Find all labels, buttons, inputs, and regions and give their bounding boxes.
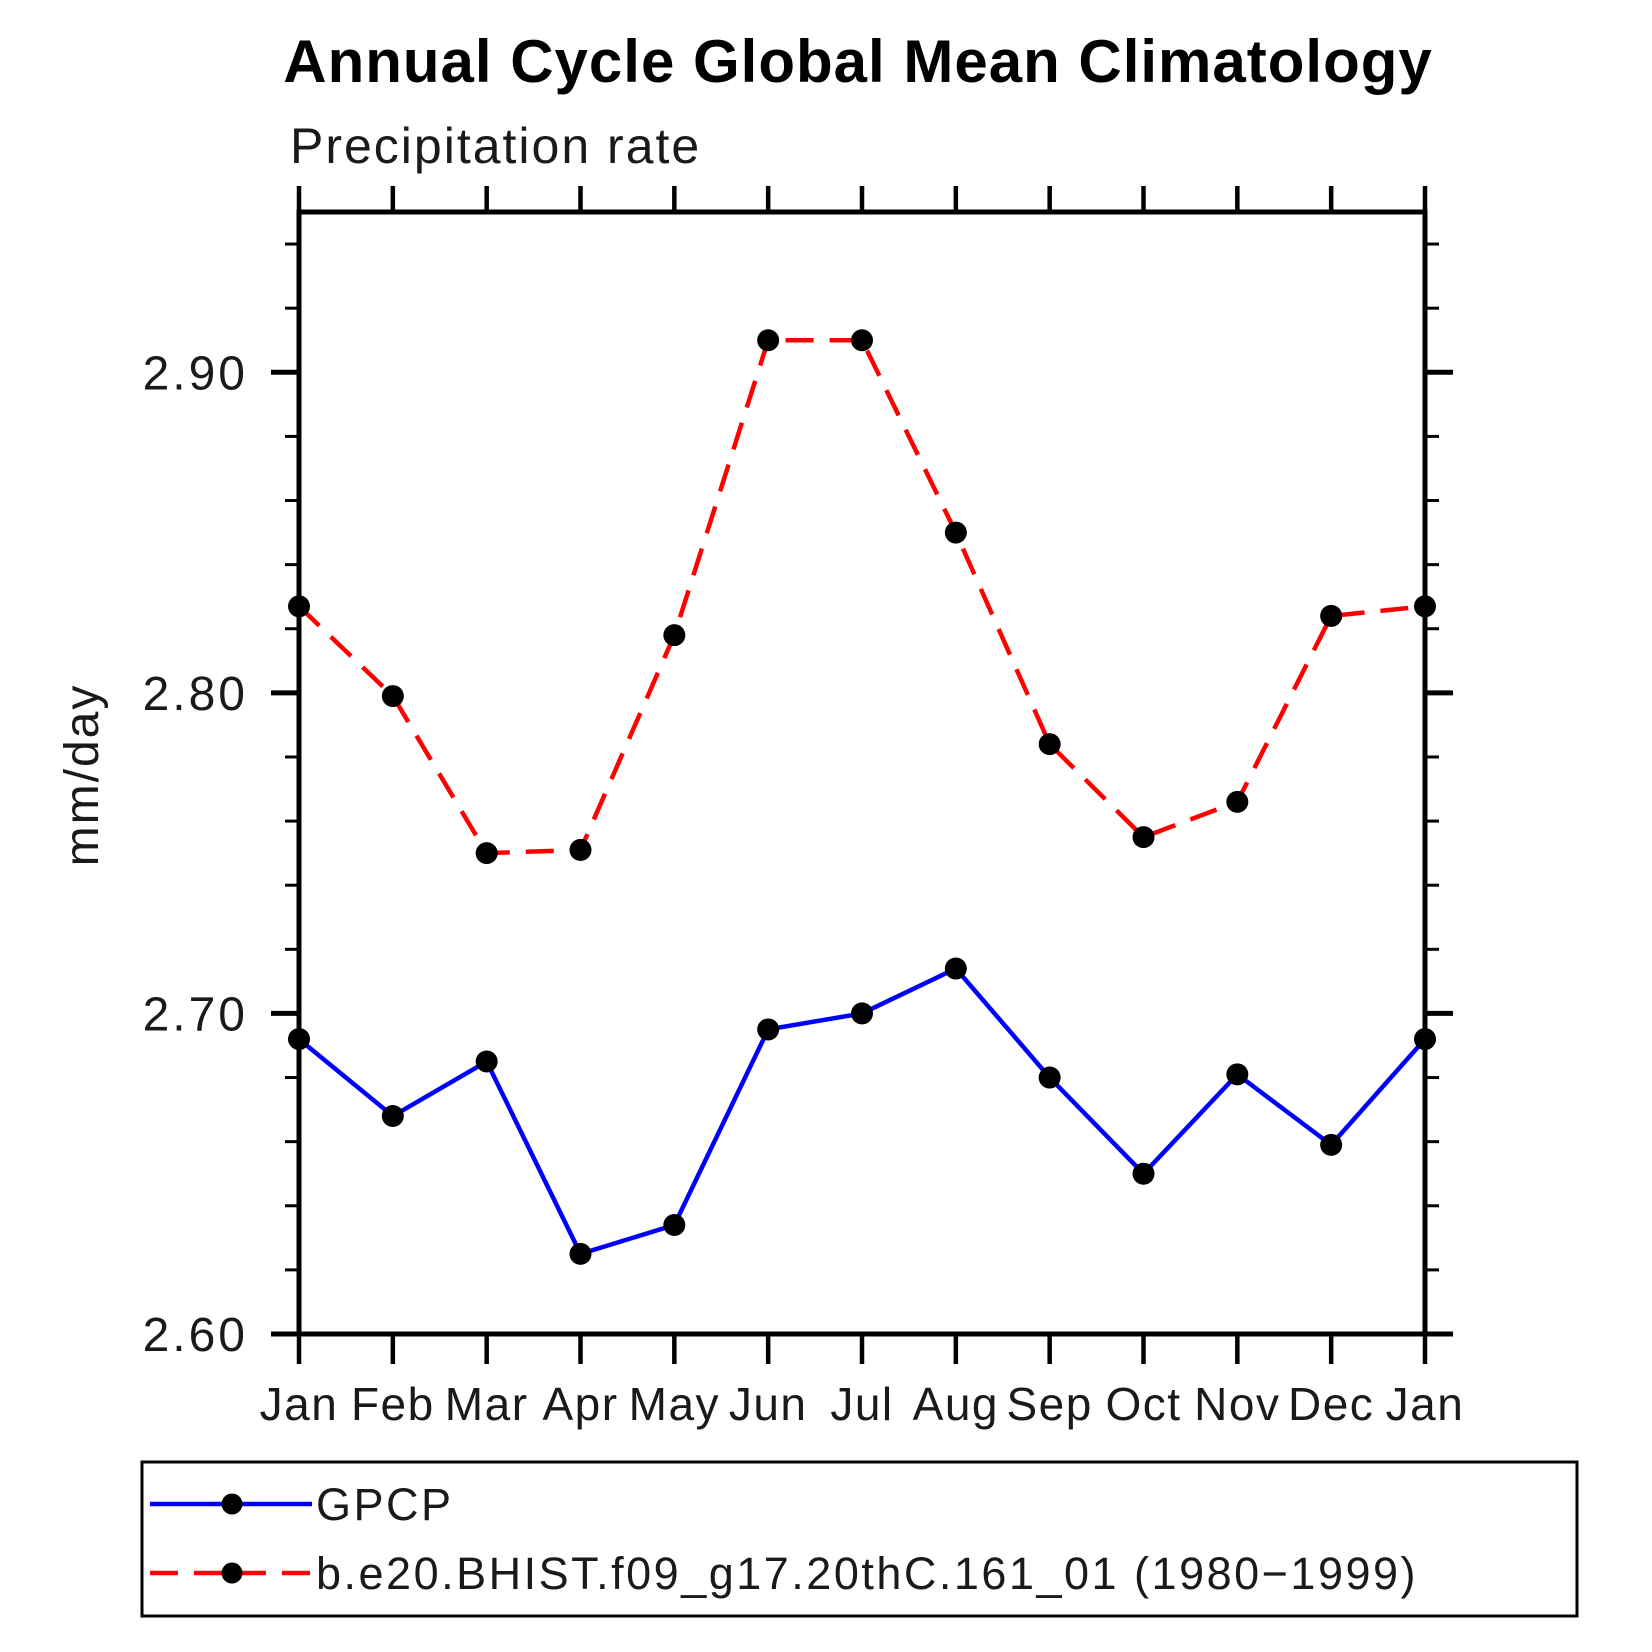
- legend: GPCP b.e20.BHIST.f09_g17.20thC.161_01 (1…: [140, 1460, 1579, 1618]
- data-point-marker: [1038, 733, 1061, 756]
- x-tick-label: Apr: [542, 1378, 618, 1430]
- x-tick-label: Jan: [260, 1378, 339, 1430]
- data-point-marker: [944, 521, 967, 544]
- y-tick-label: 2.70: [143, 988, 248, 1041]
- chart-title: Annual Cycle Global Mean Climatology: [283, 28, 1433, 95]
- data-point-marker: [475, 1050, 498, 1073]
- y-tick-label: 2.60: [143, 1309, 248, 1362]
- data-point-marker: [1320, 1133, 1343, 1156]
- data-point-marker: [663, 624, 686, 647]
- data-point-marker: [1414, 1028, 1436, 1051]
- data-point-marker: [1132, 1162, 1155, 1185]
- plot-frame: [296, 209, 1428, 1337]
- chart-subtitle: Precipitation rate: [290, 118, 701, 174]
- x-tick-label: Jan: [1386, 1378, 1465, 1430]
- data-point-marker: [851, 329, 873, 352]
- x-tick-label: Aug: [913, 1378, 999, 1430]
- series-lines: [288, 329, 1436, 1265]
- x-tick-label: Sep: [1006, 1378, 1092, 1430]
- x-tick-label: May: [629, 1378, 720, 1430]
- data-point-marker: [1320, 604, 1343, 627]
- data-point-marker: [288, 595, 310, 618]
- legend-marker-model: [221, 1562, 243, 1584]
- data-point-marker: [1038, 1066, 1061, 1089]
- x-tick-label: Feb: [351, 1378, 435, 1430]
- data-point-marker: [381, 685, 404, 708]
- x-tick-label: Jun: [729, 1378, 808, 1430]
- data-point-marker: [757, 1018, 780, 1041]
- data-point-marker: [1132, 826, 1155, 849]
- y-tick-label: 2.90: [143, 347, 248, 400]
- x-tick-label: Dec: [1288, 1378, 1374, 1430]
- data-point-marker: [1226, 790, 1249, 813]
- data-point-marker: [851, 1002, 873, 1025]
- data-point-marker: [381, 1105, 404, 1128]
- data-point-marker: [475, 842, 498, 865]
- legend-label-model: b.e20.BHIST.f09_g17.20thC.161_01 (1980−1…: [316, 1548, 1418, 1599]
- x-tick-label: Oct: [1105, 1378, 1181, 1430]
- data-point-marker: [288, 1028, 310, 1051]
- data-point-marker: [663, 1214, 686, 1237]
- legend-box: [140, 1460, 1579, 1618]
- data-point-marker: [569, 838, 592, 861]
- legend-marker-gpcp: [221, 1493, 243, 1515]
- series-line-1: [297, 337, 1426, 856]
- y-axis-label: mm/day: [56, 684, 109, 867]
- legend-label-gpcp: GPCP: [316, 1479, 454, 1530]
- data-point-marker: [569, 1242, 592, 1265]
- x-tick-label: Jul: [830, 1378, 893, 1430]
- y-tick-label: 2.80: [143, 668, 248, 721]
- data-point-marker: [1226, 1063, 1249, 1086]
- data-point-marker: [944, 957, 967, 980]
- x-tick-label: Mar: [445, 1378, 529, 1430]
- data-point-marker: [757, 329, 780, 352]
- data-point-marker: [1414, 595, 1436, 618]
- x-tick-label: Nov: [1194, 1378, 1280, 1430]
